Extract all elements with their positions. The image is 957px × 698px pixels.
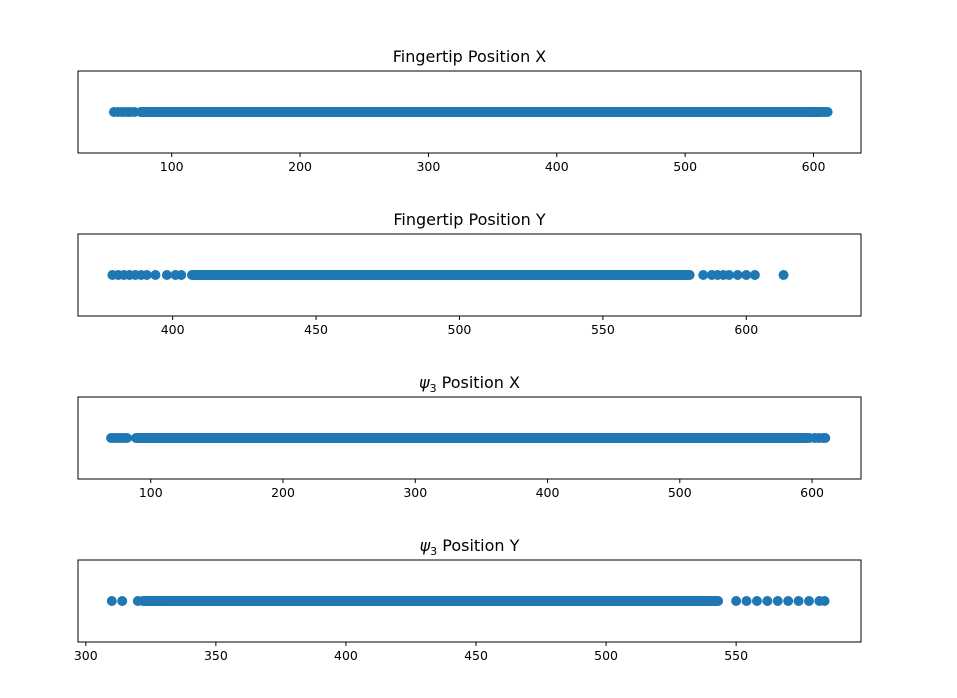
- scatter-point: [117, 596, 128, 606]
- scatter-point: [698, 270, 709, 280]
- title-subscript: 3: [430, 382, 437, 395]
- title-main: Position Y: [469, 210, 546, 229]
- axes-frame: [77, 233, 862, 317]
- scatter-point: [822, 107, 833, 117]
- subplot-4: ψ3 Position Y 300 350 400 450 500 550: [74, 536, 862, 663]
- title-main: Position X: [468, 47, 546, 66]
- x-tick-label: 400: [545, 159, 569, 174]
- scatter-points-dense: [186, 270, 695, 280]
- x-tick-label: 600: [734, 322, 758, 337]
- scatter-point: [751, 596, 762, 606]
- subplot-3: ψ3 Position X 100 200 300 400 500 600: [77, 373, 862, 500]
- axes-frame: [77, 70, 862, 154]
- subplot-2: Fingertip Position Y 400 450 500 550 600: [77, 210, 862, 337]
- x-tick-label: 500: [448, 322, 472, 337]
- title-symbol: ψ: [419, 373, 430, 392]
- scatter-points-dense: [135, 107, 827, 117]
- x-tick-label: 200: [271, 485, 295, 500]
- x-tick-label: 400: [161, 322, 185, 337]
- x-tick-label: 200: [288, 159, 312, 174]
- x-tick-label: 550: [591, 322, 615, 337]
- scatter-point: [143, 596, 154, 606]
- scatter-point: [732, 270, 743, 280]
- scatter-point: [749, 270, 760, 280]
- subplot-1: Fingertip Position X 100 200 300 400 500 600: [77, 47, 862, 174]
- scatter-point: [741, 596, 752, 606]
- scatter-point: [741, 270, 752, 280]
- scatter-point: [724, 270, 735, 280]
- x-tick-label: 600: [802, 159, 826, 174]
- scatter-point: [783, 596, 794, 606]
- scatter-point: [762, 596, 773, 606]
- scatter-point: [803, 596, 814, 606]
- subplot-title: Fingertip Position X: [393, 47, 547, 66]
- x-tick-label: 350: [204, 648, 228, 663]
- x-tick-label: 450: [464, 648, 488, 663]
- scatter-point: [161, 270, 172, 280]
- scatter-point: [106, 596, 117, 606]
- subplot-title: Fingertip Position Y: [393, 210, 546, 229]
- x-tick-label: 500: [594, 648, 618, 663]
- x-tick-label: 300: [74, 648, 98, 663]
- title-prefix: Fingertip: [393, 210, 468, 229]
- title-prefix: Fingertip: [393, 47, 468, 66]
- x-tick-label: 400: [536, 485, 560, 500]
- scatter-point: [778, 270, 789, 280]
- scatter-point: [731, 596, 742, 606]
- scatter-point: [132, 596, 143, 606]
- x-tick-label: 500: [668, 485, 692, 500]
- title-symbol: ψ: [420, 536, 431, 555]
- axes-frame: [77, 396, 862, 480]
- scatter-point: [141, 270, 152, 280]
- scatter-point: [176, 270, 187, 280]
- title-main: Position X: [437, 373, 520, 392]
- x-tick-label: 100: [139, 485, 163, 500]
- title-subscript: 3: [430, 545, 437, 558]
- axes-frame: [77, 559, 862, 643]
- scatter-points-dense: [137, 596, 724, 606]
- scatter-point: [129, 107, 140, 117]
- x-tick-label: 450: [304, 322, 328, 337]
- x-tick-label: 100: [160, 159, 184, 174]
- subplot-title: ψ3 Position X: [419, 373, 520, 395]
- scatter-points-dense: [130, 433, 813, 443]
- scatter-point: [820, 433, 831, 443]
- scatter-point: [121, 433, 132, 443]
- x-tick-label: 300: [403, 485, 427, 500]
- title-main: Position Y: [437, 536, 519, 555]
- x-tick-label: 500: [673, 159, 697, 174]
- scatter-point: [150, 270, 161, 280]
- x-tick-label: 600: [800, 485, 824, 500]
- scatter-point: [819, 596, 830, 606]
- scatter-point: [793, 596, 804, 606]
- scatter-point: [772, 596, 783, 606]
- x-tick-label: 300: [416, 159, 440, 174]
- scatter-point: [153, 596, 164, 606]
- x-tick-label: 550: [724, 648, 748, 663]
- x-tick-label: 400: [334, 648, 358, 663]
- subplot-title: ψ3 Position Y: [420, 536, 520, 558]
